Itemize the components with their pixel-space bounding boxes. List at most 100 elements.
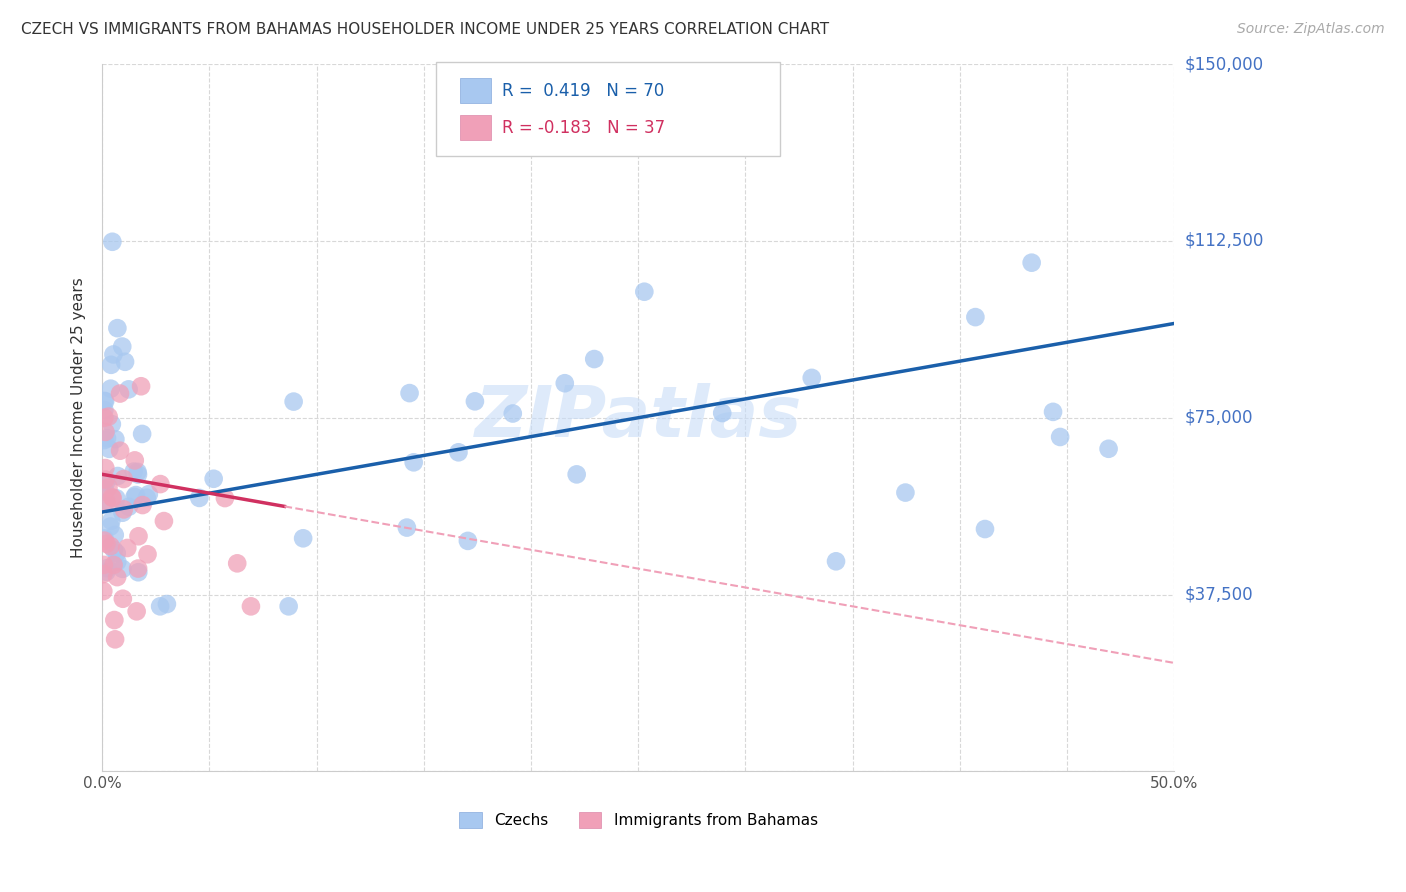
Point — [101, 235, 124, 249]
Text: R =  0.419   N = 70: R = 0.419 N = 70 — [502, 82, 664, 100]
Text: $150,000: $150,000 — [1185, 55, 1264, 73]
Point — [97, 409, 120, 424]
Point — [226, 557, 249, 571]
Text: $75,000: $75,000 — [1185, 409, 1253, 426]
Point — [101, 491, 124, 505]
Point — [125, 604, 148, 618]
Point — [93, 410, 115, 425]
Point — [91, 584, 114, 599]
Point — [402, 455, 425, 469]
Point — [103, 542, 125, 557]
Point — [214, 491, 236, 505]
Point — [1042, 405, 1064, 419]
Point — [105, 555, 128, 569]
Point — [583, 352, 606, 367]
Point — [94, 473, 117, 487]
Point — [107, 469, 129, 483]
Point — [100, 514, 122, 528]
Point — [124, 490, 146, 504]
Point — [127, 561, 149, 575]
Point — [156, 597, 179, 611]
Point — [94, 425, 117, 439]
Point — [283, 394, 305, 409]
Point — [127, 566, 149, 580]
Point — [93, 433, 115, 447]
Text: CZECH VS IMMIGRANTS FROM BAHAMAS HOUSEHOLDER INCOME UNDER 25 YEARS CORRELATION C: CZECH VS IMMIGRANTS FROM BAHAMAS HOUSEHO… — [21, 22, 830, 37]
Point — [825, 554, 848, 568]
Point — [127, 465, 149, 479]
Point — [277, 599, 299, 614]
Point — [554, 376, 576, 391]
Point — [93, 558, 115, 572]
Text: Source: ZipAtlas.com: Source: ZipAtlas.com — [1237, 22, 1385, 37]
Point — [965, 310, 987, 325]
Point — [111, 340, 134, 354]
Point — [135, 491, 157, 505]
Point — [96, 495, 118, 509]
Point — [127, 467, 149, 482]
Legend: Czechs, Immigrants from Bahamas: Czechs, Immigrants from Bahamas — [453, 806, 824, 834]
Point — [114, 355, 136, 369]
Point — [136, 547, 159, 561]
Point — [149, 477, 172, 491]
Point — [93, 482, 115, 496]
Point — [103, 613, 125, 627]
Point — [125, 488, 148, 502]
Text: $37,500: $37,500 — [1185, 585, 1254, 604]
Point — [103, 347, 125, 361]
Point — [1021, 255, 1043, 269]
Point — [457, 533, 479, 548]
Point — [93, 533, 115, 548]
Point — [124, 453, 146, 467]
Point — [93, 497, 115, 511]
Point — [118, 500, 141, 514]
Point — [398, 386, 420, 401]
Point — [93, 532, 115, 546]
Point — [131, 498, 153, 512]
Point — [96, 431, 118, 445]
Point — [131, 426, 153, 441]
Point — [104, 528, 127, 542]
Text: $112,500: $112,500 — [1185, 232, 1264, 250]
Point — [98, 442, 121, 456]
Point — [94, 475, 117, 490]
Point — [94, 394, 117, 409]
Point — [1097, 442, 1119, 456]
Point — [447, 445, 470, 459]
Point — [105, 570, 128, 584]
Point — [100, 519, 122, 533]
Point — [100, 382, 122, 396]
Point — [103, 558, 125, 572]
Point — [202, 472, 225, 486]
Text: ZIPatlas: ZIPatlas — [474, 384, 801, 452]
Point — [101, 490, 124, 504]
Point — [108, 386, 131, 401]
Point — [112, 472, 135, 486]
Point — [149, 599, 172, 614]
Point — [292, 531, 315, 545]
Point — [100, 539, 122, 553]
Point — [112, 502, 135, 516]
Point — [96, 537, 118, 551]
Point — [711, 406, 734, 420]
Point — [128, 529, 150, 543]
Y-axis label: Householder Income Under 25 years: Householder Income Under 25 years — [72, 277, 86, 558]
Point — [188, 491, 211, 505]
Point — [91, 567, 114, 582]
Point — [239, 599, 262, 614]
Point — [138, 487, 160, 501]
Point — [464, 394, 486, 409]
Point — [94, 461, 117, 475]
Point — [105, 491, 128, 506]
Point — [100, 358, 122, 372]
Point — [502, 407, 524, 421]
Point — [118, 382, 141, 396]
Point — [111, 591, 134, 606]
Point — [105, 546, 128, 560]
Point — [117, 541, 139, 555]
Point — [101, 417, 124, 431]
Point — [108, 443, 131, 458]
Point — [395, 520, 418, 534]
Point — [105, 321, 128, 335]
Point — [565, 467, 588, 482]
